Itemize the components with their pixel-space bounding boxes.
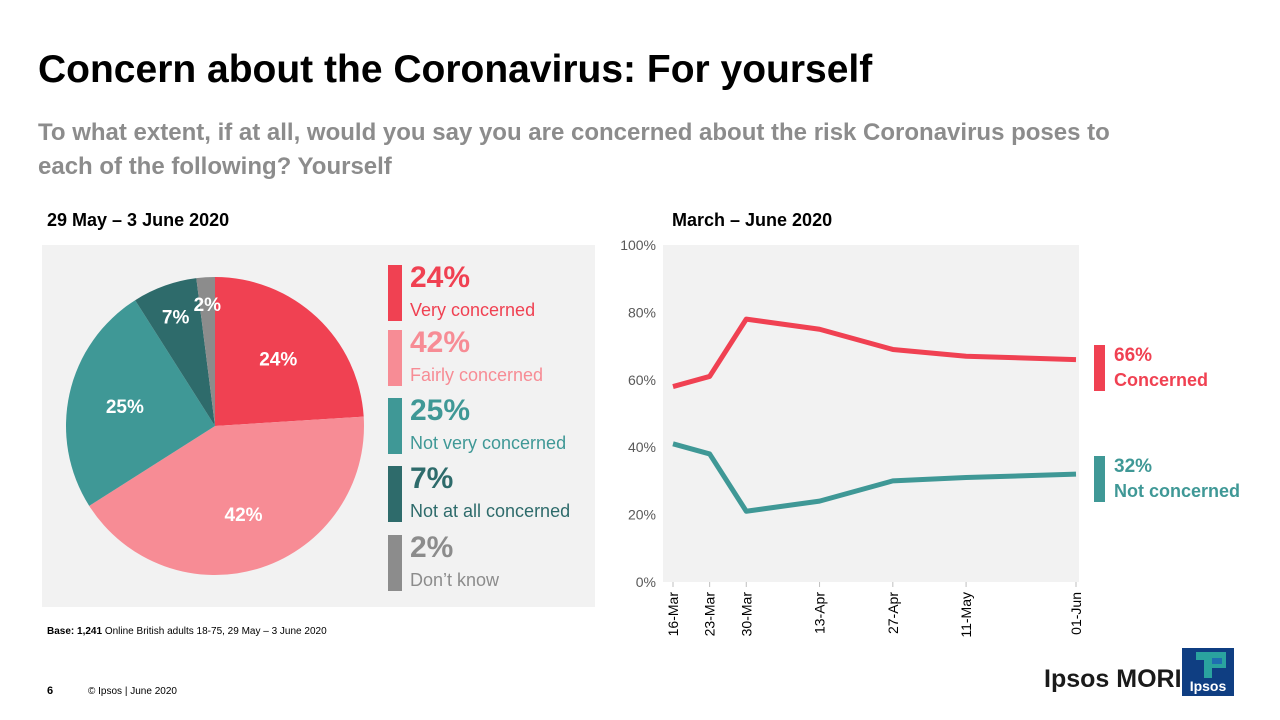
series-line-concerned: [672, 316, 1077, 389]
legend-label: Very concerned: [410, 300, 536, 320]
y-tick-label: 80%: [628, 304, 656, 320]
legend-percent: 42%: [410, 326, 471, 359]
x-tick-label: 11-May: [958, 592, 974, 638]
legend-swatch: [388, 535, 402, 591]
legend-percent: 25%: [410, 394, 471, 427]
pie-slice-very-concerned: [215, 277, 364, 426]
page-title: Concern about the Coronavirus: For yours…: [38, 48, 873, 91]
x-tick-label: 27-Apr: [885, 592, 901, 634]
brand-name: Ipsos MORI: [1044, 665, 1182, 693]
pie-slice-not-very-concerned: [66, 300, 215, 506]
legend-percent: 2%: [410, 531, 454, 564]
pie-slice-not-at-all-concerned: [135, 278, 215, 426]
legend-label: Not very concerned: [410, 433, 567, 453]
line-chart: 0% 20% 40% 60% 80% 100% 16-Mar 23-Mar 30-Mar 13-A…: [620, 237, 1084, 638]
line-section-heading: March – June 2020: [672, 210, 833, 230]
footer-separator: |: [124, 686, 128, 697]
y-tick-label: 20%: [628, 507, 656, 523]
svg-text:Ipsos: Ipsos: [1190, 678, 1227, 694]
pie-label-fairly-concerned: 42%: [225, 505, 263, 526]
base-note-text: Online British adults 18-75, 29 May – 3 …: [102, 626, 327, 637]
end-label-swatch: [1094, 345, 1105, 391]
legend-swatch: [388, 330, 402, 386]
x-tick-label: 01-Jun: [1068, 592, 1084, 635]
pie-slice-fairly-concerned: [89, 416, 365, 575]
ipsos-logo: Ipsos: [1182, 648, 1234, 696]
pie-label-not-very-concerned: 25%: [106, 397, 144, 418]
page-subtitle: To what extent, if at all, would you say…: [38, 119, 1110, 180]
end-label-percent: 66%: [1114, 345, 1153, 366]
legend-swatch: [388, 398, 402, 454]
legend-swatch: [388, 265, 402, 321]
series-line-not-concerned: [672, 441, 1077, 514]
pie-section-heading: 29 May – 3 June 2020: [47, 210, 230, 230]
ipsos-logo-mark: Ipsos: [1190, 652, 1227, 694]
base-note-label: Base:: [47, 626, 75, 637]
y-tick-label: 40%: [628, 439, 656, 455]
copyright-text: © Ipsos: [88, 686, 123, 697]
legend-percent: 24%: [410, 261, 471, 294]
y-tick-label: 100%: [620, 237, 656, 253]
x-tick-label: 13-Apr: [812, 592, 828, 634]
x-tick-label: 30-Mar: [738, 592, 754, 637]
page-number: 6: [47, 685, 54, 697]
pie-slice-don-t-know: [196, 277, 215, 426]
end-label-name: Concerned: [1114, 370, 1209, 390]
legend-label: Fairly concerned: [410, 365, 544, 385]
x-tick-label: 23-Mar: [702, 592, 718, 637]
end-label-percent: 32%: [1114, 456, 1153, 477]
legend-label: Not at all concerned: [410, 501, 571, 521]
end-label-name: Not concerned: [1114, 481, 1241, 501]
end-label-swatch: [1094, 456, 1105, 502]
line-chart-panel: [663, 245, 1079, 582]
y-tick-label: 0%: [636, 574, 656, 590]
legend-swatch: [388, 466, 402, 522]
base-note-number: 1,241: [77, 626, 103, 637]
footer-date: June 2020: [130, 686, 177, 697]
x-tick-label: 16-Mar: [665, 592, 681, 637]
y-tick-label: 60%: [628, 372, 656, 388]
footer-copyright: © Ipsos | June 2020: [88, 686, 177, 697]
legend-percent: 7%: [410, 462, 454, 495]
base-note: Base: 1,241 Online British adults 18-75,…: [47, 626, 327, 637]
pie-chart: 24% 42% 25% 7%2%: [66, 277, 365, 575]
pie-chart-panel: 24% 42% 25% 7% 2% 24% Very concerned 42% Fairly…: [42, 245, 595, 607]
pie-label-don-t-know: 2%: [194, 295, 222, 316]
pie-label-not-at-all-concerned: 7%: [162, 308, 190, 329]
legend-label: Don’t know: [410, 570, 500, 590]
pie-label-very-concerned: 24%: [259, 350, 297, 371]
